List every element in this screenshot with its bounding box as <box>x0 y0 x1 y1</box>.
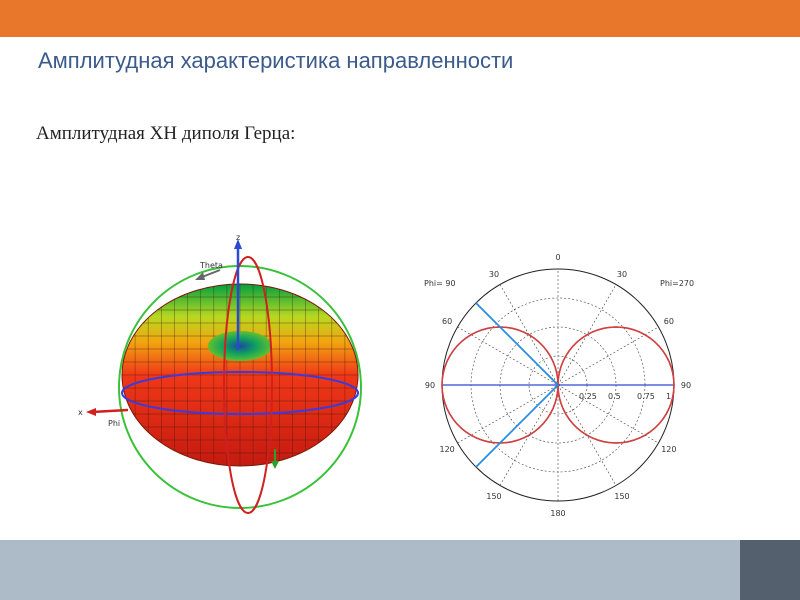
torus-hole <box>208 331 272 361</box>
phi-arrow-head <box>271 461 279 469</box>
angle-label-left: 0 <box>555 253 560 262</box>
angle-label-left: 150 <box>486 492 501 501</box>
angle-label-right: 90 <box>681 381 691 390</box>
angle-label-left: 60 <box>442 317 452 326</box>
top-accent-bar <box>0 0 800 37</box>
z-axis-arrow <box>234 239 242 249</box>
angle-label-right: 120 <box>661 445 676 454</box>
phi-label: Phi <box>108 419 120 428</box>
radial-tick-label: 1 <box>666 392 671 401</box>
radial-tick-label: 0.25 <box>579 392 597 401</box>
theta-label: Theta <box>199 261 223 270</box>
radial-tick-label: 0.75 <box>637 392 655 401</box>
angle-label-left: 120 <box>440 445 455 454</box>
slide-title: Амплитудная характеристика направленност… <box>38 48 514 73</box>
theta-arrow <box>201 269 221 278</box>
plane-label-left: Phi= 90 <box>424 279 456 288</box>
angle-label-left: 90 <box>425 381 435 390</box>
x-axis <box>91 408 129 414</box>
slide-subtitle: Амплитудная ХН диполя Герца: <box>36 123 296 144</box>
polar-labels: 0.25 0.5 0.75 1 0 30 60 90 120 150 180 30 60 90 120 150 <box>425 253 691 518</box>
polar-series <box>441 302 675 468</box>
angle-label-right: 30 <box>617 270 627 279</box>
angle-label-left: 30 <box>489 270 499 279</box>
angle-label-right: 150 <box>614 492 629 501</box>
bottom-bar <box>0 540 800 600</box>
radial-tick-label: 0.5 <box>608 392 621 401</box>
x-axis-arrow <box>86 408 96 416</box>
angle-label-left: 180 <box>550 509 565 518</box>
equator-line <box>121 371 359 415</box>
torus-body <box>121 283 359 467</box>
polar-pattern-chart: 0.25 0.5 0.75 1 0 30 60 90 120 150 180 30 60 90 120 150… <box>424 253 694 518</box>
theta-ellipse <box>223 256 273 514</box>
x-axis-label: x <box>78 408 83 417</box>
theta-arrow-head <box>195 272 205 280</box>
z-axis-label: z <box>236 233 240 242</box>
bottom-corner-block <box>740 540 800 600</box>
angle-ray <box>475 384 559 468</box>
radiation-pattern-3d: z x Theta Phi <box>78 233 362 514</box>
angle-ray <box>475 302 559 386</box>
plane-label-right: Phi=270 <box>660 279 694 288</box>
angle-label-right: 60 <box>664 317 674 326</box>
